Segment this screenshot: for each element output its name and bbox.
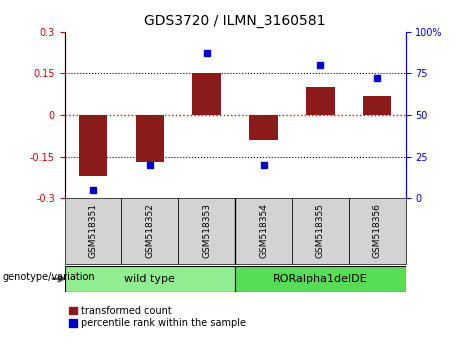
Bar — [136, 115, 164, 162]
Text: GSM518352: GSM518352 — [145, 204, 154, 258]
Text: GSM518354: GSM518354 — [259, 204, 268, 258]
Bar — [65, 266, 235, 292]
Bar — [121, 198, 178, 264]
Text: GSM518355: GSM518355 — [316, 204, 325, 258]
Bar — [235, 266, 406, 292]
Text: wild type: wild type — [124, 274, 175, 284]
Bar — [306, 87, 335, 115]
Bar — [65, 198, 121, 264]
Legend: transformed count, percentile rank within the sample: transformed count, percentile rank withi… — [70, 306, 246, 328]
Bar — [193, 74, 221, 115]
Text: genotype/variation: genotype/variation — [2, 272, 95, 282]
Text: GSM518356: GSM518356 — [373, 204, 382, 258]
Text: RORalpha1delDE: RORalpha1delDE — [273, 274, 368, 284]
Bar — [235, 198, 292, 264]
Text: GSM518351: GSM518351 — [89, 204, 97, 258]
Bar — [363, 96, 391, 115]
Bar — [292, 198, 349, 264]
Text: GSM518353: GSM518353 — [202, 204, 211, 258]
Bar — [79, 115, 107, 176]
Bar — [349, 198, 406, 264]
Bar — [249, 115, 278, 140]
Title: GDS3720 / ILMN_3160581: GDS3720 / ILMN_3160581 — [144, 14, 326, 28]
Bar — [178, 198, 235, 264]
